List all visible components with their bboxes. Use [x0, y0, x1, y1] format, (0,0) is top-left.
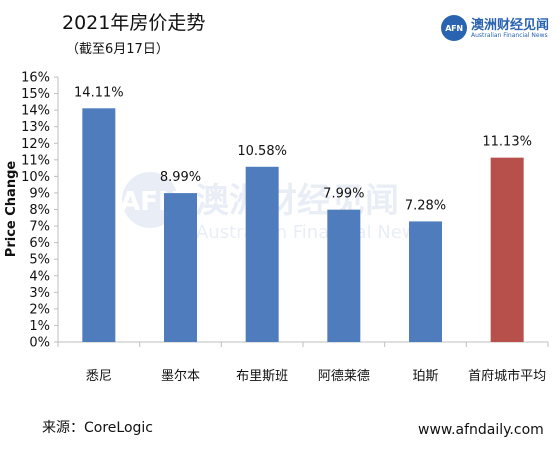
bars — [82, 108, 524, 342]
bar — [327, 209, 361, 342]
y-tick-label: 3% — [29, 286, 50, 301]
bar — [409, 221, 442, 342]
watermark-name-en: Australian Financial News — [196, 222, 426, 243]
y-tick-label: 2% — [29, 302, 50, 317]
data-label: 7.28% — [405, 198, 446, 213]
source-note: 来源：CoreLogic — [42, 420, 153, 436]
afn-logo-badge: AFN — [441, 15, 467, 41]
bar — [82, 108, 116, 342]
y-tick-label: 14% — [21, 104, 50, 119]
chart-subtitle: （截至6月17日） — [66, 42, 169, 57]
bar — [164, 193, 197, 342]
afn-logo-name-cn: 澳洲财经见闻 — [471, 18, 550, 33]
y-tick-label: 1% — [29, 319, 50, 334]
y-tick-label: 11% — [21, 153, 50, 168]
y-tick-label: 13% — [21, 120, 50, 135]
data-label: 14.11% — [74, 85, 124, 100]
y-tick-label: 12% — [21, 137, 50, 152]
data-label: 8.99% — [160, 170, 201, 185]
y-tick-label: 6% — [29, 236, 50, 251]
data-label: 11.13% — [482, 135, 532, 150]
y-tick-label: 15% — [21, 87, 50, 102]
website-url: www.afndaily.com — [418, 422, 544, 438]
y-tick-label: 9% — [29, 186, 50, 201]
data-label: 7.99% — [323, 187, 364, 202]
y-tick-label: 4% — [29, 269, 50, 284]
watermark-name-cn: 澳洲财经见闻 — [195, 181, 399, 221]
y-tick-label: 5% — [29, 253, 50, 268]
x-tick-label: 首府城市平均 — [468, 368, 546, 384]
bar — [490, 157, 524, 342]
y-axis-ticks: 0% 1% 2%3% 4%5% 6%7% 8% 9%10% 11%12% 13%14% 15%16… — [21, 71, 58, 351]
x-axis-ticks: 悉尼 墨尔本 布里斯班 阿德莱德 珀斯 首府城市平均 — [57, 342, 549, 384]
afn-logo: AFN 澳洲财经见闻 Australian Financial News — [441, 14, 553, 44]
afn-logo-name-en: Australian Financial News — [471, 32, 548, 39]
x-tick-label: 珀斯 — [412, 369, 438, 384]
x-tick-label: 墨尔本 — [161, 369, 200, 384]
y-tick-label: 7% — [29, 220, 50, 235]
y-tick-label: 16% — [21, 71, 50, 86]
y-tick-label: 8% — [29, 203, 50, 218]
chart-title: 2021年房价走势 — [62, 12, 206, 34]
y-tick-label: 0% — [29, 336, 50, 351]
y-tick-label: 10% — [21, 170, 50, 185]
x-tick-label: 布里斯班 — [236, 369, 288, 384]
x-tick-label: 阿德莱德 — [318, 369, 370, 384]
y-axis-label: Price Change — [4, 161, 19, 258]
data-labels: 14.11% 8.99% 10.58% 7.99% 7.28% 11.13% — [74, 85, 532, 213]
bar — [245, 166, 279, 342]
data-label: 10.58% — [237, 144, 287, 159]
x-tick-label: 悉尼 — [86, 369, 112, 384]
